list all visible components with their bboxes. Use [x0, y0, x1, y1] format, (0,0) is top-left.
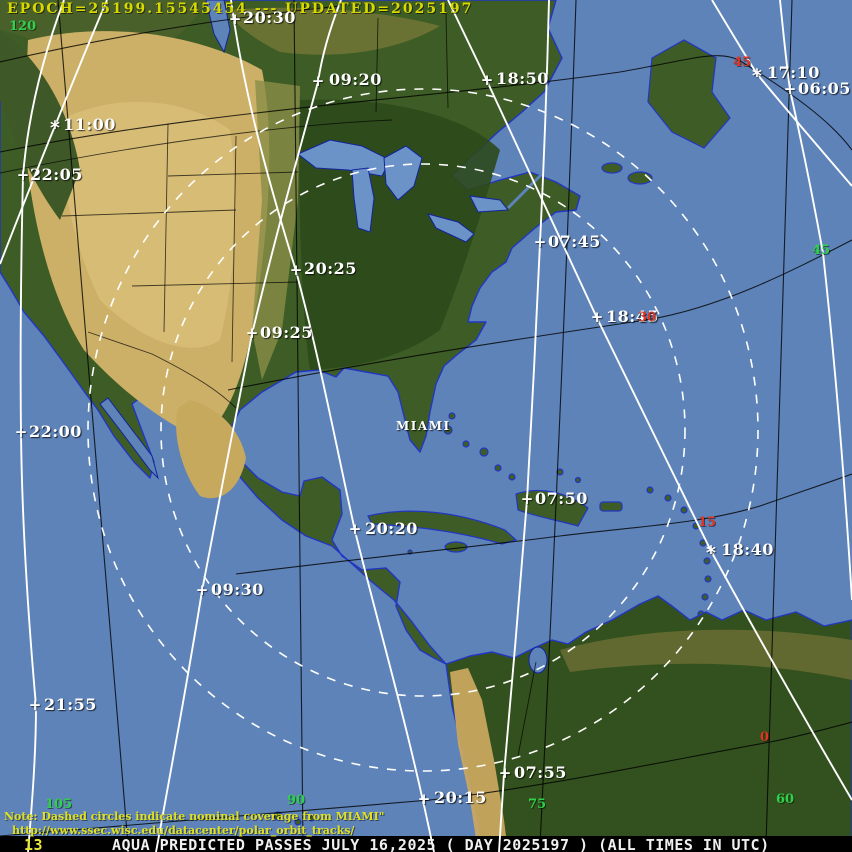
water-features: [99, 0, 546, 480]
longitude-label: 45: [812, 243, 831, 258]
meridian-75w: [539, 0, 577, 846]
pass-time-label: 20:30: [243, 8, 296, 27]
track-marker: +: [28, 696, 42, 715]
longitude-label: 60: [776, 792, 795, 807]
latitude-30: [227, 239, 852, 391]
pass-time-label: 22:05: [30, 165, 83, 184]
latitude-45: [0, 55, 852, 153]
longitude-label: 75: [528, 797, 547, 812]
newfoundland: [647, 39, 731, 149]
lake-erie: [426, 213, 475, 243]
track-marker: +: [245, 324, 259, 343]
track-marker: +: [783, 80, 797, 99]
tracks-url-text: http://www.ssec.wisc.edu/datacenter/pola…: [12, 824, 355, 837]
hispaniola: [515, 489, 589, 527]
pass-time-label: 17:10: [767, 63, 820, 82]
track-0745-0755: [498, 0, 550, 852]
pass-time-label: 18:40: [721, 540, 774, 559]
track-1100: [0, 0, 108, 265]
track-marker: +: [480, 71, 494, 90]
track-marker: *: [706, 541, 716, 564]
latitude-label: 15: [698, 515, 717, 530]
track-marker: +: [228, 10, 242, 29]
track-marker: +: [590, 308, 604, 327]
longitude-label: 90: [287, 793, 306, 808]
footer-pass-count: 13: [24, 836, 44, 852]
coverage-circle-inner: [160, 163, 686, 697]
pass-time-label: 07:50: [535, 489, 588, 508]
track-marker: *: [50, 116, 60, 139]
us-mexico-border: [87, 331, 237, 409]
pass-time-label: 18:45: [606, 307, 659, 326]
epoch-updated-text: EPOCH=25199.15545454 --- UPDATED=2025197: [7, 1, 474, 17]
track-1710: [711, 0, 852, 187]
track-marker: +: [14, 423, 28, 442]
coverage-circles: [87, 88, 759, 772]
longitude-label: 120: [9, 19, 37, 34]
latitude-label: 30: [638, 310, 657, 325]
latitude-15: [235, 473, 852, 575]
latitude-0-equator: [0, 721, 852, 837]
pass-time-label: 06:05: [798, 79, 851, 98]
track-2155-2205: [19, 0, 65, 852]
us-canada-border: [0, 119, 393, 174]
city-label-miami: MIAMI: [396, 419, 451, 433]
pass-time-label: 20:25: [304, 259, 357, 278]
pass-time-label: 18:50: [496, 69, 549, 88]
track-marker: *: [752, 64, 762, 87]
political-borders: [0, 13, 537, 757]
pass-time-label: 09:20: [329, 70, 382, 89]
track-marker: +: [417, 790, 431, 809]
footer-title: AQUA PREDICTED PASSES JULY_16,2025 ( DAY…: [112, 836, 770, 852]
coverage-note-text: Note: Dashed circles indicate nominal co…: [4, 810, 385, 823]
track-0605: [779, 0, 852, 601]
st-lawrence-river: [506, 170, 546, 210]
puerto-rico: [599, 501, 623, 512]
pass-time-label: 20:15: [434, 788, 487, 807]
longitude-label: 105: [45, 797, 73, 812]
pass-time-label: 21:55: [44, 695, 97, 714]
lake-ontario: [469, 195, 509, 213]
track-0920-0930: [155, 0, 342, 852]
pass-time-label: 07:45: [548, 232, 601, 251]
gulf-of-california: [99, 397, 159, 480]
pass-time-label: 07:55: [514, 763, 567, 782]
track-marker: +: [289, 261, 303, 280]
andes: [450, 668, 508, 852]
track-marker: +: [311, 72, 325, 91]
track-marker: +: [195, 581, 209, 600]
coverage-circle-outer: [87, 88, 759, 772]
track-marker: +: [348, 520, 362, 539]
track-2030-2015: [230, 0, 435, 852]
pass-time-label: 22:00: [29, 422, 82, 441]
footer-bar: [0, 836, 852, 852]
latitude-label: 0: [760, 730, 770, 745]
pass-time-label: 20:20: [365, 519, 418, 538]
track-1850-1840: [447, 0, 852, 801]
pass-time-label: 09:25: [260, 323, 313, 342]
lake-huron: [383, 145, 423, 201]
track-marker: +: [16, 166, 30, 185]
lake-michigan: [351, 167, 375, 233]
latitude-label: 45: [733, 55, 752, 70]
puget-sound: [205, 0, 231, 54]
track-marker: +: [533, 233, 547, 252]
track-marker: +: [498, 764, 512, 783]
pass-time-label: 09:30: [211, 580, 264, 599]
track-marker: +: [520, 490, 534, 509]
pass-time-label: 11:00: [63, 115, 116, 134]
